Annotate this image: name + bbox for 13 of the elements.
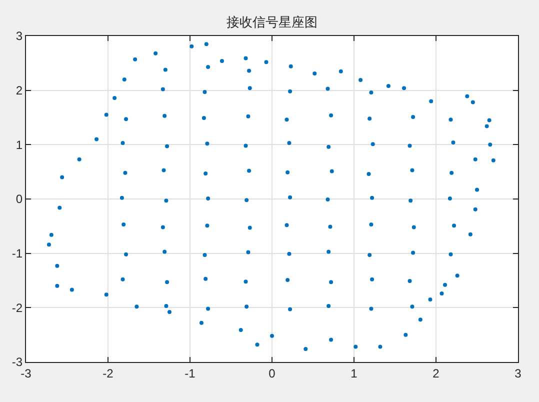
x-tick-label: 1	[350, 366, 358, 380]
x-tick-label: -2	[102, 366, 114, 380]
y-tick-label: 2	[16, 84, 23, 98]
x-tick-label: 0	[268, 366, 276, 380]
y-tick-label: 0	[16, 192, 23, 206]
y-tick-label: -1	[12, 246, 23, 261]
y-tick-label: 1	[16, 138, 23, 152]
x-tick-label: -1	[184, 366, 196, 380]
x-tick-label: 3	[514, 366, 522, 380]
y-tick-label: 3	[16, 29, 23, 44]
y-tick-label: -3	[12, 355, 23, 370]
y-tick-label: -2	[12, 300, 23, 315]
x-tick-label: 2	[432, 366, 440, 380]
